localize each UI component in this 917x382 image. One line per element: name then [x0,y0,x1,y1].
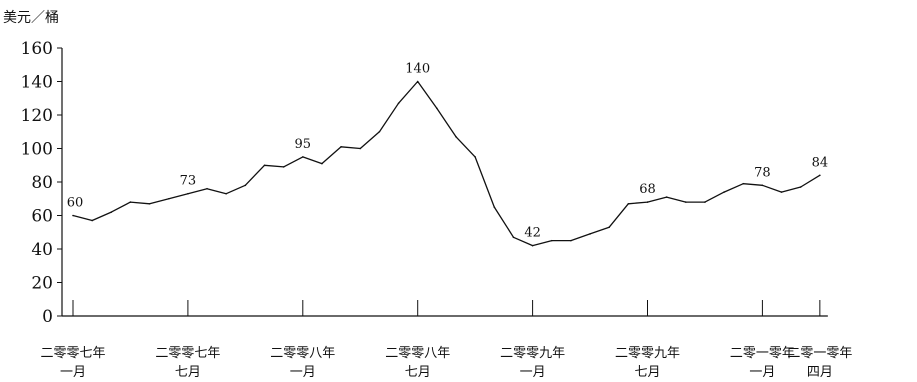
data-label: 73 [180,174,197,189]
y-tick-label: 160 [21,39,53,59]
data-point [187,193,189,195]
x-tick-label-month: 一月 [60,365,86,380]
x-tick-label-year: 二零零八年 [385,346,450,361]
data-point [340,146,342,148]
data-point [225,193,227,195]
data-point [608,226,610,228]
y-tick-label: 0 [42,307,53,327]
data-point [283,166,285,168]
data-point [781,191,783,193]
data-point [302,156,304,158]
x-tick-label-year: 二零零九年 [500,346,565,361]
x-tick-label-year: 二零零八年 [270,346,335,361]
data-point [742,183,744,185]
price-series-line [73,82,820,246]
x-tick-label-year: 二零一零年 [787,346,852,361]
data-label: 68 [639,182,656,197]
data-point [666,196,668,198]
data-point [819,175,821,177]
data-point [494,206,496,208]
data-point [704,201,706,203]
data-label: 95 [295,137,312,152]
x-tick-label-month: 一月 [290,365,316,380]
x-tick-label-year: 二零零七年 [40,346,105,361]
x-tick-label-year: 二零一零年 [730,346,795,361]
x-tick-label-month: 四月 [807,365,833,380]
x-tick-label-year: 二零零九年 [615,346,680,361]
data-point [417,81,419,83]
data-point [628,203,630,205]
data-label: 78 [754,165,771,180]
data-point [264,164,266,166]
y-tick-label: 40 [31,240,53,260]
x-tick-label-month: 一月 [520,365,546,380]
data-point [206,188,208,190]
data-point [168,198,170,200]
data-point [762,185,764,187]
data-label: 140 [405,62,430,77]
y-tick-label: 80 [31,173,53,193]
data-point [321,163,323,165]
data-point [245,185,247,187]
data-label: 60 [67,196,84,211]
data-point [570,240,572,242]
data-point [723,191,725,193]
y-tick-label: 100 [21,140,53,160]
y-tick-label: 60 [31,207,53,227]
data-point [130,201,132,203]
data-point [436,108,438,110]
data-point [359,148,361,150]
data-point [379,131,381,133]
data-point [800,186,802,188]
x-tick-label-year: 二零零七年 [155,346,220,361]
data-point [398,102,400,104]
data-label: 42 [524,226,541,241]
x-tick-label-month: 七月 [634,365,660,380]
data-point [513,236,515,238]
x-tick-label-month: 七月 [405,365,431,380]
data-point [589,233,591,235]
data-point [91,220,93,222]
data-label: 84 [812,155,829,170]
y-tick-label: 120 [21,106,53,126]
data-point [647,201,649,203]
data-point [72,215,74,217]
y-tick-label: 140 [21,73,53,93]
y-tick-label: 20 [31,274,53,294]
data-point [551,240,553,242]
data-point [149,203,151,205]
data-point [111,211,113,213]
x-tick-label-month: 七月 [175,365,201,380]
data-point [685,201,687,203]
data-point [474,156,476,158]
data-point [532,245,534,247]
x-tick-label-month: 一月 [749,365,775,380]
data-point [455,136,457,138]
